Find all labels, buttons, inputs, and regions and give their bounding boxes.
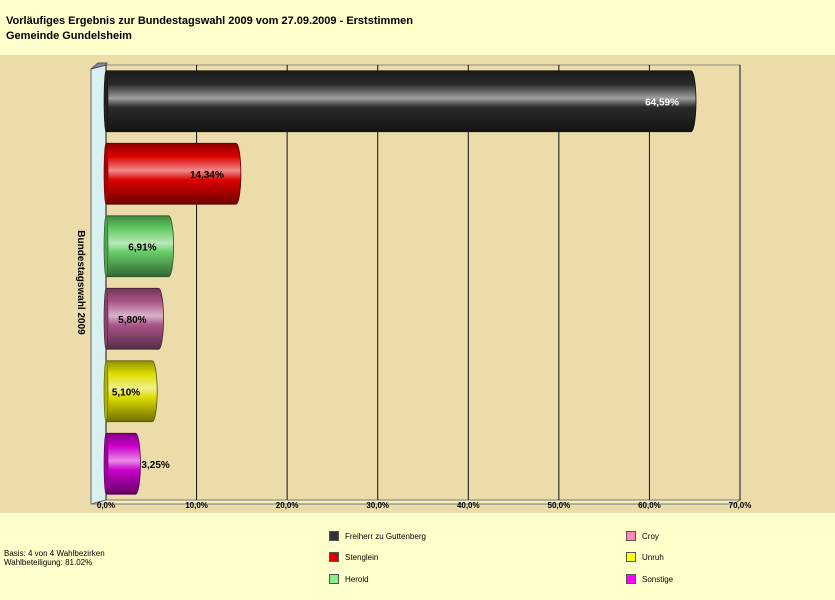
legend-swatch bbox=[329, 552, 339, 562]
data-label: 64,59% bbox=[645, 97, 679, 108]
legend-label: Freiherr zu Guttenberg bbox=[345, 531, 426, 541]
x-tick-label: 50,0% bbox=[548, 501, 571, 510]
chart-left-wall bbox=[90, 64, 107, 505]
bar-unruh bbox=[105, 360, 158, 423]
legend-item: Sonstige bbox=[626, 574, 673, 584]
x-tick-label: 10,0% bbox=[185, 501, 208, 510]
bar-base-cap bbox=[103, 70, 109, 133]
bar-chart: 0,0% 10,0% 20,0% 30,0% 40,0% 50,0% 60,0% 70,0% B… bbox=[0, 55, 835, 513]
legend-swatch bbox=[626, 552, 636, 562]
legend-label: Unruh bbox=[642, 552, 664, 562]
legend-swatch bbox=[329, 531, 339, 541]
legend-swatch bbox=[626, 531, 636, 541]
legend-label: Croy bbox=[642, 531, 659, 541]
chart-wall-top bbox=[90, 62, 108, 70]
footer-info: Basis: 4 von 4 Wahlbezirken Wahlbeteilig… bbox=[4, 549, 105, 567]
legend-item: Herold bbox=[329, 574, 369, 584]
legend-swatch bbox=[626, 574, 636, 584]
bar-sonstige bbox=[105, 432, 141, 495]
x-tick-label: 40,0% bbox=[457, 501, 480, 510]
bar-herold bbox=[105, 215, 174, 278]
legend-label: Stenglein bbox=[345, 552, 379, 562]
chart-title: Vorläufiges Ergebnis zur Bundestagswahl … bbox=[6, 15, 413, 27]
x-tick-label: 70,0% bbox=[729, 501, 752, 510]
legend-item: Freiherr zu Guttenberg bbox=[329, 531, 426, 541]
x-tick-label: 0,0% bbox=[97, 501, 115, 510]
legend-item: Unruh bbox=[626, 552, 664, 562]
data-label: 6,91% bbox=[128, 242, 156, 253]
bar-base-cap bbox=[103, 432, 109, 495]
bar-base-cap bbox=[103, 143, 109, 205]
legend-item: Stenglein bbox=[329, 552, 378, 562]
x-tick-label: 60,0% bbox=[638, 501, 661, 510]
x-tick-label: 30,0% bbox=[366, 501, 389, 510]
legend-item: Croy bbox=[626, 531, 659, 541]
data-label: 5,80% bbox=[118, 315, 146, 326]
category-axis-label: Bundestagswahl 2009 bbox=[75, 230, 86, 335]
bar-croy bbox=[105, 287, 164, 350]
basis-text: Basis: 4 von 4 Wahlbezirken bbox=[4, 549, 105, 558]
legend-label: Sonstige bbox=[642, 574, 674, 584]
turnout-text: Wahlbeteiligung: 81.02% bbox=[4, 558, 93, 567]
bar-base-cap bbox=[103, 288, 109, 350]
bar-stenglein bbox=[105, 142, 242, 205]
data-label: 3,25% bbox=[141, 460, 169, 471]
data-label: 14,34% bbox=[190, 170, 224, 181]
legend-label: Herold bbox=[345, 574, 369, 584]
legend-swatch bbox=[329, 574, 339, 584]
bar-base-cap bbox=[103, 215, 109, 278]
chart-header: Vorläufiges Ergebnis zur Bundestagswahl … bbox=[6, 14, 413, 44]
x-tick-label: 20,0% bbox=[276, 501, 299, 510]
bar-base-cap bbox=[103, 360, 109, 422]
chart-subtitle: Gemeinde Gundelsheim bbox=[6, 30, 132, 42]
bar-freiherr-zu-guttenberg bbox=[105, 70, 697, 133]
data-label: 5,10% bbox=[112, 387, 140, 398]
